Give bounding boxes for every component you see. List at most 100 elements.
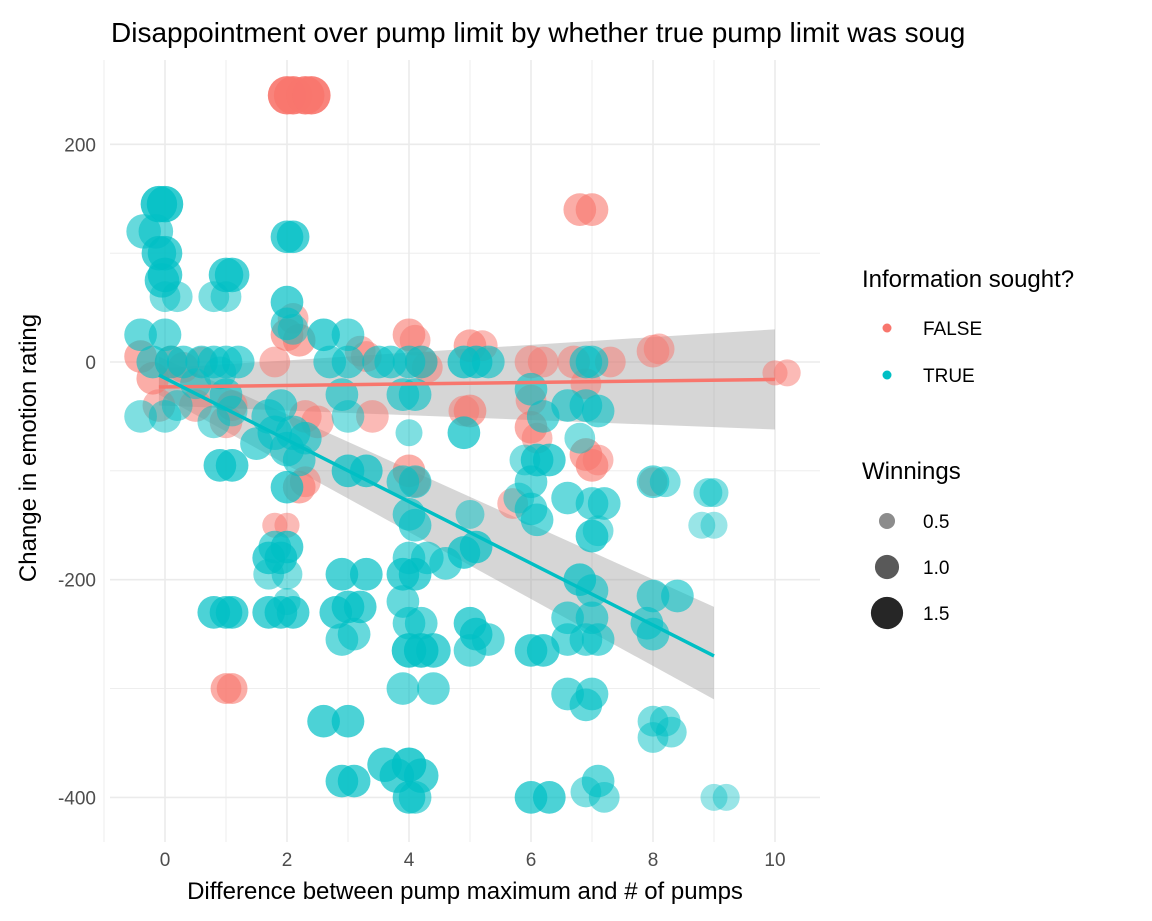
point-true bbox=[270, 530, 304, 564]
point-true bbox=[253, 558, 285, 590]
fit-line-true bbox=[158, 373, 715, 658]
point-false bbox=[527, 346, 559, 378]
point-true bbox=[636, 617, 670, 651]
x-axis-title: Difference between pump maximum and # of… bbox=[187, 878, 743, 905]
point-true bbox=[349, 454, 383, 488]
point-true bbox=[417, 672, 450, 705]
point-true bbox=[575, 519, 609, 553]
y-tick-label: -400 bbox=[58, 788, 96, 809]
point-true bbox=[395, 419, 423, 447]
point-false bbox=[259, 346, 291, 378]
legend-key-true bbox=[882, 370, 892, 380]
point-false bbox=[216, 673, 248, 704]
point-true bbox=[587, 487, 621, 520]
point-false bbox=[292, 76, 331, 115]
y-axis-title: Change in emotion rating bbox=[15, 314, 42, 582]
point-true bbox=[214, 257, 250, 293]
x-tick-label: 8 bbox=[648, 850, 659, 871]
x-tick-label: 2 bbox=[282, 850, 293, 871]
point-true bbox=[699, 478, 729, 508]
x-tick-label: 4 bbox=[404, 850, 415, 871]
point-true bbox=[273, 587, 301, 615]
point-true bbox=[636, 579, 670, 613]
chart-title: Disappointment over pump limit by whethe… bbox=[111, 17, 965, 48]
point-true bbox=[337, 617, 371, 651]
legend-label-false: FALSE bbox=[923, 319, 982, 340]
point-true bbox=[343, 590, 377, 624]
point-true bbox=[700, 783, 728, 811]
point-true bbox=[526, 634, 560, 667]
point-false bbox=[262, 512, 288, 538]
point-true bbox=[526, 400, 560, 433]
point-true bbox=[520, 503, 554, 537]
point-false bbox=[356, 400, 389, 433]
point-false bbox=[575, 193, 609, 226]
point-true bbox=[307, 318, 340, 352]
point-true bbox=[264, 389, 298, 422]
point-false bbox=[762, 360, 788, 386]
point-true bbox=[569, 688, 603, 722]
point-true bbox=[215, 449, 249, 482]
point-true bbox=[532, 781, 566, 814]
point-true bbox=[325, 557, 359, 591]
legend-size-key bbox=[874, 554, 900, 580]
point-true bbox=[447, 416, 481, 450]
point-true bbox=[386, 672, 420, 705]
point-false bbox=[643, 333, 675, 365]
point-true bbox=[532, 443, 566, 477]
point-true bbox=[398, 508, 432, 542]
y-tick-label: -200 bbox=[58, 571, 96, 592]
point-true bbox=[161, 281, 193, 313]
point-true bbox=[124, 400, 157, 433]
point-true bbox=[146, 185, 184, 223]
point-true bbox=[221, 345, 255, 379]
legend-size-key bbox=[870, 596, 904, 630]
point-true bbox=[575, 345, 609, 379]
point-true bbox=[661, 579, 694, 613]
point-true bbox=[655, 716, 687, 748]
point-true bbox=[688, 511, 716, 539]
legend-size-title: Winnings bbox=[862, 458, 961, 485]
point-true bbox=[331, 345, 365, 379]
point-true bbox=[581, 394, 615, 428]
fit-line-false bbox=[158, 377, 776, 389]
legend-size-key bbox=[878, 512, 896, 530]
point-true bbox=[700, 511, 728, 539]
axis-ticks: 0 2 4 6 8 10 -400 -200 0 200 bbox=[58, 135, 786, 871]
point-true bbox=[349, 557, 383, 591]
point-true bbox=[161, 390, 193, 421]
point-true bbox=[270, 470, 304, 504]
plot-grid bbox=[103, 60, 820, 842]
point-true bbox=[588, 782, 620, 813]
x-tick-label: 6 bbox=[526, 850, 537, 871]
point-true bbox=[398, 781, 432, 814]
point-true bbox=[551, 481, 584, 515]
point-true bbox=[712, 783, 740, 811]
data-points bbox=[124, 76, 801, 814]
y-tick-label: 0 bbox=[85, 353, 96, 374]
point-true bbox=[398, 378, 432, 412]
point-true bbox=[331, 400, 365, 433]
point-true bbox=[331, 704, 365, 738]
legend-size-label: 1.0 bbox=[923, 558, 949, 579]
point-true bbox=[564, 422, 596, 454]
point-true bbox=[398, 557, 432, 591]
point-true bbox=[337, 764, 371, 798]
point-true bbox=[404, 606, 438, 640]
y-tick-label: 200 bbox=[64, 135, 96, 156]
point-true bbox=[331, 318, 365, 352]
point-true bbox=[416, 633, 451, 668]
point-true bbox=[277, 313, 309, 345]
legend: Information sought? FALSE TRUE Winnings 0.5 1… bbox=[862, 266, 1074, 630]
point-true bbox=[148, 318, 182, 352]
point-true bbox=[404, 345, 438, 379]
point-true bbox=[276, 220, 310, 254]
point-true bbox=[581, 623, 615, 656]
point-true bbox=[307, 704, 340, 738]
point-true bbox=[471, 345, 505, 379]
point-false bbox=[582, 444, 614, 476]
point-true bbox=[471, 623, 505, 656]
legend-label-true: TRUE bbox=[923, 366, 975, 387]
fit-lines bbox=[158, 373, 776, 658]
